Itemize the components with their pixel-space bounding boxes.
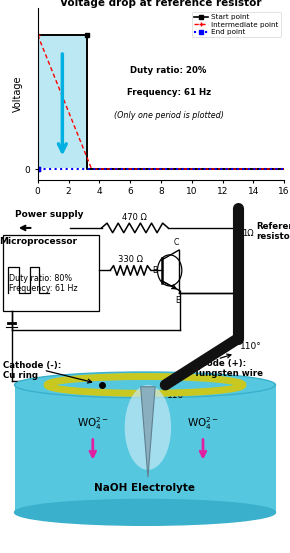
Line: Intermediate point: Intermediate point <box>35 33 287 171</box>
Text: Microprocessor: Microprocessor <box>0 237 77 247</box>
Bar <box>14 385 276 513</box>
Text: C: C <box>173 238 178 247</box>
Start point <box>85 32 89 38</box>
Text: E: E <box>175 295 180 305</box>
Text: WO$_4^{2-}$: WO$_4^{2-}$ <box>77 415 109 432</box>
Text: Frequency: 61 Hz: Frequency: 61 Hz <box>9 284 78 294</box>
Intermediate point <box>36 32 39 38</box>
Polygon shape <box>38 36 87 168</box>
Line: Start point: Start point <box>36 33 286 171</box>
Ellipse shape <box>14 372 276 398</box>
Text: NaOH Electrolyte: NaOH Electrolyte <box>95 483 195 493</box>
Text: B: B <box>152 266 157 275</box>
Text: 110°: 110° <box>167 391 189 400</box>
Text: WO$_4^{2-}$: WO$_4^{2-}$ <box>187 415 219 432</box>
Text: 470 Ω: 470 Ω <box>122 213 147 222</box>
Text: Frequency: 61 Hz: Frequency: 61 Hz <box>127 88 211 97</box>
Polygon shape <box>141 387 155 477</box>
Text: Anode (+):
Tungsten wire: Anode (+): Tungsten wire <box>194 359 263 378</box>
Text: Duty ratio: 80%: Duty ratio: 80% <box>9 274 72 283</box>
Ellipse shape <box>125 385 171 470</box>
Ellipse shape <box>14 499 276 525</box>
Intermediate point <box>90 166 93 173</box>
Text: 330 Ω: 330 Ω <box>118 255 143 264</box>
Text: Duty ratio: 20%: Duty ratio: 20% <box>130 66 207 75</box>
Text: Reference
resistor: Reference resistor <box>257 222 290 241</box>
FancyBboxPatch shape <box>3 236 99 311</box>
Start point <box>36 32 39 38</box>
Y-axis label: Voltage: Voltage <box>13 76 23 112</box>
Text: (Only one period is plotted): (Only one period is plotted) <box>114 111 224 120</box>
Text: 1Ω: 1Ω <box>242 229 254 238</box>
Title: Voltage drop at reference resistor: Voltage drop at reference resistor <box>60 0 262 8</box>
Text: 110°: 110° <box>240 342 262 351</box>
Legend: Start point, Intermediate point, End point: Start point, Intermediate point, End poi… <box>192 12 281 37</box>
Start point <box>36 166 39 173</box>
Start point <box>85 166 89 173</box>
Text: Power supply: Power supply <box>15 210 84 218</box>
Start point <box>282 166 286 173</box>
Intermediate point <box>282 166 286 173</box>
Text: Cathode (-):
Cu ring: Cathode (-): Cu ring <box>3 361 61 380</box>
